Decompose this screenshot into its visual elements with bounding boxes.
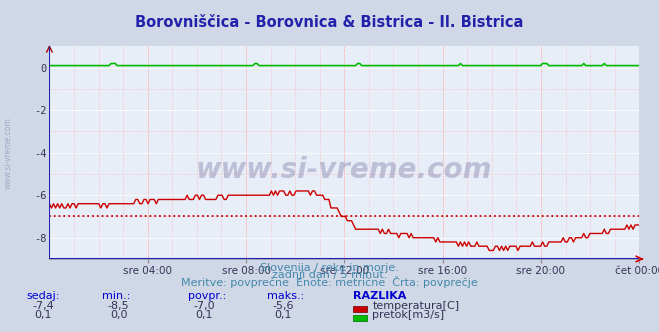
Text: Meritve: povprečne  Enote: metrične  Črta: povprečje: Meritve: povprečne Enote: metrične Črta:…: [181, 276, 478, 288]
Text: RAZLIKA: RAZLIKA: [353, 291, 406, 301]
Text: -8,5: -8,5: [108, 301, 129, 311]
Text: zadnji dan / 5 minut.: zadnji dan / 5 minut.: [272, 270, 387, 280]
Text: -7,0: -7,0: [194, 301, 215, 311]
Text: 0,1: 0,1: [196, 310, 213, 320]
Text: maks.:: maks.:: [267, 291, 304, 301]
Text: povpr.:: povpr.:: [188, 291, 226, 301]
Text: 0,1: 0,1: [34, 310, 51, 320]
Text: www.si-vreme.com: www.si-vreme.com: [196, 156, 492, 184]
Text: Borovniščica - Borovnica & Bistrica - Il. Bistrica: Borovniščica - Borovnica & Bistrica - Il…: [135, 15, 524, 30]
Text: Slovenija / reke in morje.: Slovenija / reke in morje.: [260, 263, 399, 273]
Text: sedaj:: sedaj:: [26, 291, 60, 301]
Text: temperatura[C]: temperatura[C]: [372, 301, 459, 311]
Text: min.:: min.:: [102, 291, 130, 301]
Text: 0,1: 0,1: [275, 310, 292, 320]
Text: -5,6: -5,6: [273, 301, 294, 311]
Text: 0,0: 0,0: [110, 310, 127, 320]
Text: pretok[m3/s]: pretok[m3/s]: [372, 310, 444, 320]
Text: www.si-vreme.com: www.si-vreme.com: [3, 117, 13, 189]
Text: -7,4: -7,4: [32, 301, 54, 311]
